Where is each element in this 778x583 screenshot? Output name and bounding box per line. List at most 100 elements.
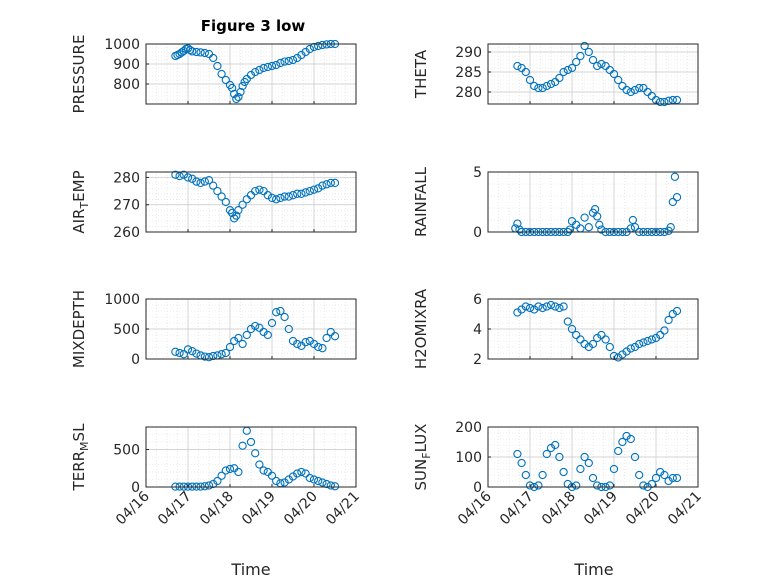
data-point — [183, 44, 193, 53]
y-tick-label: 0 — [131, 352, 140, 368]
subplot-1: 800 900 1000 PRESSURE — [70, 35, 357, 113]
data-point — [280, 478, 289, 487]
data-point — [670, 172, 680, 181]
y-tick-label: 500 — [113, 322, 140, 338]
data-point — [525, 481, 535, 490]
data-point — [284, 56, 293, 66]
y-tick-label: 1000 — [104, 37, 140, 53]
data-point — [542, 81, 551, 91]
data-point — [221, 75, 230, 85]
y-tick-label: 800 — [113, 77, 140, 93]
data-point — [267, 318, 277, 328]
data-point — [601, 335, 610, 344]
y-label-main: SUN — [412, 459, 430, 491]
y-tick-label: 0 — [473, 225, 482, 241]
data-point — [309, 475, 319, 484]
data-point — [179, 170, 188, 179]
data-point — [538, 470, 547, 480]
data-point — [234, 206, 243, 215]
axes-box — [487, 171, 699, 233]
data-point — [314, 342, 323, 352]
data-point — [230, 214, 239, 223]
data-point — [225, 342, 235, 352]
data-point — [559, 467, 568, 477]
data-point — [584, 47, 593, 57]
data-point — [330, 332, 340, 341]
x-tick-label: 04/20 — [623, 489, 663, 529]
y-axis-label: SUNFLUX — [412, 424, 433, 491]
x-axis-label-right: Time — [573, 560, 613, 579]
data-point — [171, 347, 180, 356]
data-point — [242, 330, 251, 340]
data-point — [572, 481, 581, 490]
data-point — [521, 470, 530, 480]
data-point — [572, 330, 581, 340]
data-point — [305, 186, 314, 196]
data-point — [551, 302, 560, 311]
y-tick-label: 280 — [455, 85, 482, 101]
data-point — [672, 473, 682, 483]
y-axis-label: TERRMSL — [70, 423, 91, 492]
data-point — [230, 336, 239, 346]
data-point — [301, 47, 310, 57]
data-point — [551, 440, 560, 450]
data-point — [322, 180, 331, 189]
data-point — [576, 51, 585, 61]
data-point — [188, 347, 197, 356]
data-point — [204, 176, 214, 185]
data-point — [288, 336, 298, 346]
y-tick-label: 280 — [113, 170, 140, 186]
data-point — [326, 327, 335, 337]
y-axis-label: THETA — [412, 49, 430, 99]
y-tick-label: 6 — [473, 292, 482, 308]
axes-box — [145, 43, 357, 105]
data-point — [188, 174, 197, 183]
data-point — [538, 83, 547, 93]
data-point — [263, 330, 272, 340]
subplot-3: 260 270 280 AIRTEMP — [70, 170, 357, 241]
x-tick-label: 04/21 — [323, 489, 363, 529]
data-point — [314, 184, 323, 193]
data-point — [192, 47, 201, 57]
data-point — [225, 206, 235, 215]
data-point — [660, 470, 669, 480]
data-point — [267, 471, 277, 480]
y-axis-label: MIXDEPTH — [70, 290, 88, 368]
data-point — [246, 324, 256, 334]
data-point — [672, 193, 682, 202]
data-point — [232, 94, 241, 104]
data-point — [259, 63, 268, 73]
data-point — [572, 57, 581, 67]
y-label-rest: SL — [70, 423, 88, 442]
data-point — [221, 348, 230, 358]
y-axis-label: RAINFALL — [412, 166, 430, 237]
data-point — [284, 324, 293, 334]
data-point — [630, 452, 640, 462]
data-point — [555, 452, 564, 462]
data-point — [305, 336, 314, 346]
data-point — [628, 215, 638, 225]
data-point — [255, 65, 264, 75]
data-point — [301, 188, 310, 197]
y-tick-label: 0 — [131, 480, 140, 496]
y-axis-label: H2OMIXRA — [412, 288, 430, 369]
data-point — [246, 70, 256, 80]
data-point — [576, 464, 585, 474]
data-point — [322, 333, 331, 343]
data-point — [171, 170, 180, 179]
data-point — [605, 342, 614, 352]
data-point — [643, 336, 652, 346]
data-point — [546, 443, 556, 453]
y-label-main: TERR — [70, 451, 88, 492]
data-point — [255, 185, 264, 194]
data-point — [213, 61, 222, 71]
y-tick-label: 500 — [113, 443, 140, 459]
y-label-main: AIR — [70, 209, 88, 234]
data-point — [630, 223, 640, 232]
data-point — [668, 473, 677, 483]
data-point — [656, 97, 665, 107]
data-point — [530, 305, 539, 314]
data-point — [525, 303, 535, 313]
data-point — [276, 58, 285, 68]
data-point — [209, 351, 218, 361]
